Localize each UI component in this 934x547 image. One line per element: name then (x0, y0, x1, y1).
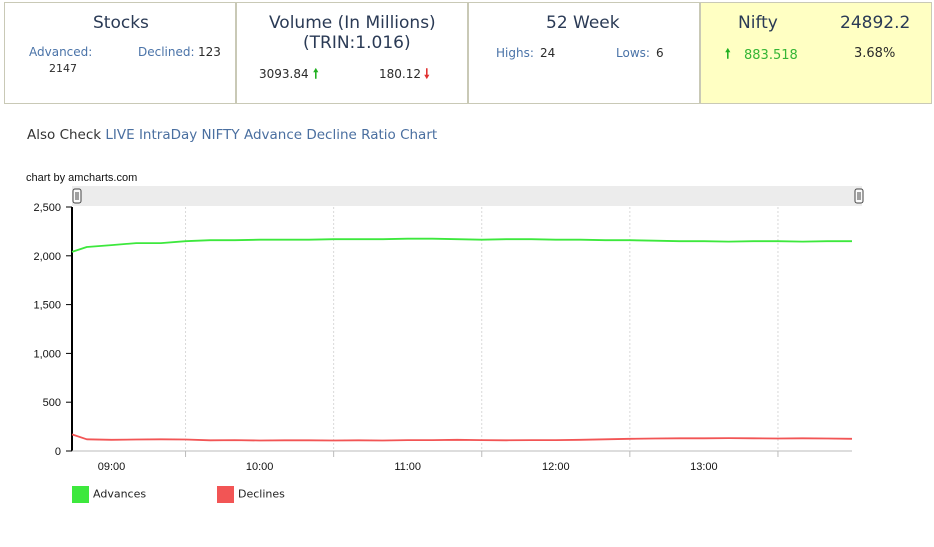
y-tick-label: 1,500 (33, 300, 61, 312)
lows-label: Lows: (616, 46, 650, 60)
advance-decline-chart: chart by amcharts.com 0 500 1,000 1,500 2,00… (26, 172, 864, 473)
advances-line (71, 237, 852, 253)
also-check: Also Check LIVE IntraDay NIFTY Advance D… (27, 127, 437, 143)
stocks-title: Stocks (93, 13, 149, 33)
declined-label: Declined: (138, 45, 195, 59)
legend-swatch-advances (72, 486, 89, 503)
x-tick-label: 11:00 (394, 461, 421, 473)
volume-down-value: 180.12 (379, 67, 421, 81)
highs-label: Highs: (496, 46, 534, 60)
nifty-change-pct: 3.68% (854, 46, 896, 61)
nifty-change: 883.518 (744, 48, 798, 63)
arrow-down-icon: 🠗 (424, 67, 430, 82)
nifty-label: Nifty (738, 13, 778, 33)
week52-title: 52 Week (546, 13, 620, 33)
volume-panel: Volume (In Millions) (TRIN:1.016) 3093.8… (236, 2, 468, 104)
declines-line (71, 433, 853, 442)
x-tick-label: 09:00 (98, 461, 126, 473)
legend-item-advances[interactable]: Advances (72, 486, 146, 503)
scroll-handle-right-icon[interactable] (854, 188, 864, 204)
legend-swatch-declines (217, 486, 234, 503)
trin-value: (TRIN:1.016) (303, 33, 411, 53)
nifty-value: 24892.2 (840, 13, 911, 33)
legend-label-advances: Advances (93, 487, 147, 501)
advance-decline-ratio-link[interactable]: LIVE IntraDay NIFTY Advance Decline Rati… (105, 127, 438, 143)
stocks-panel: Stocks Advanced: 2147 Declined: 123 (4, 2, 236, 104)
y-tick-label: 1,000 (33, 348, 61, 360)
volume-title: Volume (In Millions) (269, 13, 436, 33)
declined-value: 123 (198, 45, 221, 59)
x-tick-label: 13:00 (690, 461, 718, 473)
legend-label-declines: Declines (238, 487, 285, 501)
week52-panel: 52 Week Highs: 24 Lows: 6 (468, 2, 700, 104)
x-tick-label: 12:00 (542, 461, 570, 473)
advanced-label: Advanced: (29, 45, 93, 59)
advanced-value: 2147 (49, 62, 77, 75)
lows-value: 6 (656, 46, 664, 60)
legend-item-declines[interactable]: Declines (217, 486, 285, 503)
also-check-prefix: Also Check (27, 127, 106, 143)
chart-credit[interactable]: chart by amcharts.com (26, 172, 137, 184)
nifty-panel: Nifty 24892.2 🠕 883.518 3.68% (700, 2, 932, 104)
highs-value: 24 (540, 46, 556, 60)
scroll-handle-left-icon[interactable] (72, 188, 82, 204)
volume-up-value: 3093.84 (259, 67, 309, 81)
x-tick-label: 10:00 (246, 461, 274, 473)
arrow-up-icon: 🠕 (313, 67, 319, 82)
y-tick-label: 500 (43, 397, 61, 409)
chart-scrollbar (72, 186, 862, 206)
y-tick-label: 2,000 (33, 251, 61, 263)
y-tick-label: 0 (55, 446, 61, 458)
arrow-up-icon: 🠕 (725, 47, 731, 62)
y-tick-label: 2,500 (33, 202, 61, 214)
